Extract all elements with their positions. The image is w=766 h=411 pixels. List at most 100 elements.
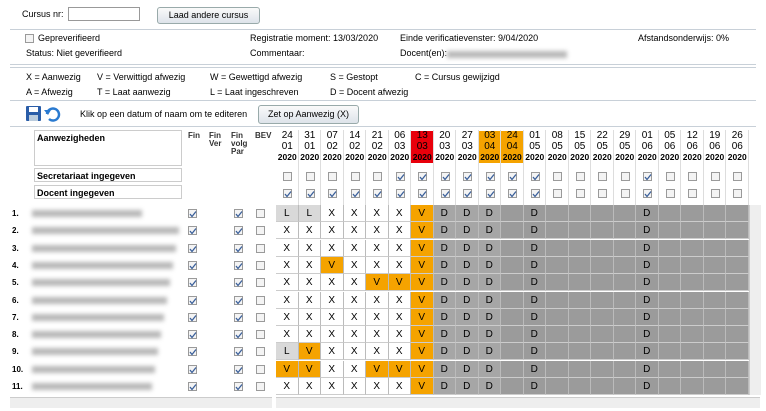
attendance-cell[interactable]: X	[321, 239, 344, 257]
attendance-cell[interactable]	[568, 308, 591, 326]
attendance-cell[interactable]: X	[276, 239, 299, 257]
checkbox[interactable]	[710, 172, 720, 181]
attendance-cell[interactable]: D	[433, 256, 456, 274]
date-header[interactable]: 01	[641, 130, 653, 141]
attendance-cell[interactable]	[658, 291, 681, 309]
checkbox[interactable]	[188, 278, 197, 288]
date-header[interactable]: 01	[304, 141, 316, 152]
attendance-cell[interactable]: D	[636, 291, 659, 309]
attendance-cell[interactable]: V	[411, 239, 434, 257]
attendance-cell[interactable]: X	[276, 291, 299, 309]
attendance-cell[interactable]: X	[366, 291, 389, 309]
attendance-cell[interactable]	[613, 360, 636, 378]
date-header[interactable]: 03	[439, 141, 451, 152]
date-header[interactable]: 03	[411, 141, 434, 152]
attendance-cell[interactable]	[613, 222, 636, 240]
attendance-cell[interactable]	[546, 308, 569, 326]
attendance-cell[interactable]	[613, 274, 636, 292]
checkbox[interactable]	[350, 189, 360, 198]
attendance-cell[interactable]: D	[523, 291, 546, 309]
checkbox[interactable]	[256, 364, 265, 374]
checkbox[interactable]	[440, 172, 450, 181]
checkbox[interactable]	[305, 189, 315, 198]
attendance-cell[interactable]	[568, 360, 591, 378]
checkbox[interactable]	[256, 295, 265, 305]
attendance-cell[interactable]	[681, 308, 704, 326]
attendance-cell[interactable]: D	[636, 239, 659, 257]
attendance-cell[interactable]: X	[343, 360, 366, 378]
attendance-cell[interactable]: X	[366, 256, 389, 274]
attendance-cell[interactable]: X	[343, 274, 366, 292]
attendance-cell[interactable]: D	[433, 326, 456, 344]
attendance-cell[interactable]	[591, 291, 614, 309]
attendance-cell[interactable]: D	[523, 239, 546, 257]
attendance-cell[interactable]: D	[478, 378, 501, 395]
date-header[interactable]: 24	[501, 130, 524, 141]
attendance-cell[interactable]: V	[411, 360, 434, 378]
attendance-cell[interactable]: X	[388, 326, 411, 344]
date-header[interactable]: 05	[619, 141, 631, 152]
date-header[interactable]: 06	[731, 141, 743, 152]
checkbox[interactable]	[733, 189, 742, 198]
attendance-cell[interactable]	[546, 291, 569, 309]
date-header[interactable]: 15	[574, 130, 586, 141]
checkbox[interactable]	[395, 172, 405, 181]
date-header[interactable]: 03	[461, 141, 473, 152]
date-header[interactable]: 05	[574, 141, 586, 152]
attendance-cell[interactable]: D	[456, 239, 479, 257]
date-header[interactable]: 26	[731, 130, 743, 141]
attendance-cell[interactable]: X	[343, 308, 366, 326]
attendance-cell[interactable]	[501, 274, 524, 292]
attendance-cell[interactable]: X	[388, 308, 411, 326]
attendance-cell[interactable]: V	[411, 274, 434, 292]
attendance-cell[interactable]: X	[276, 378, 299, 395]
text-input[interactable]	[68, 7, 140, 21]
attendance-cell[interactable]: L	[276, 343, 299, 361]
date-header[interactable]: 05	[529, 141, 541, 152]
attendance-cell[interactable]	[501, 239, 524, 257]
attendance-cell[interactable]: V	[388, 360, 411, 378]
attendance-cell[interactable]: X	[276, 308, 299, 326]
checkbox[interactable]	[373, 172, 382, 181]
attendance-cell[interactable]	[591, 308, 614, 326]
attendance-cell[interactable]: X	[298, 378, 321, 395]
date-header[interactable]: 2020	[705, 152, 725, 162]
date-header[interactable]: 03	[478, 130, 501, 141]
checkbox[interactable]	[575, 172, 585, 181]
checkbox[interactable]	[665, 189, 675, 198]
attendance-cell[interactable]	[658, 205, 681, 222]
attendance-cell[interactable]: X	[343, 205, 366, 222]
attendance-cell[interactable]	[568, 343, 591, 361]
attendance-cell[interactable]	[501, 205, 524, 222]
attendance-cell[interactable]	[703, 308, 726, 326]
checkbox[interactable]	[234, 260, 243, 270]
attendance-cell[interactable]	[658, 256, 681, 274]
date-header[interactable]: 01	[281, 141, 293, 152]
checkbox[interactable]	[188, 364, 197, 374]
checkbox[interactable]	[710, 189, 720, 198]
attendance-cell[interactable]	[681, 378, 704, 395]
attendance-cell[interactable]: D	[478, 256, 501, 274]
attendance-cell[interactable]: X	[321, 360, 344, 378]
attendance-cell[interactable]: X	[321, 205, 344, 222]
attendance-cell[interactable]: D	[433, 239, 456, 257]
attendance-cell[interactable]	[546, 378, 569, 395]
attendance-cell[interactable]: X	[321, 343, 344, 361]
attendance-cell[interactable]	[546, 326, 569, 344]
checkbox[interactable]	[283, 189, 292, 198]
attendance-cell[interactable]: D	[523, 326, 546, 344]
attendance-cell[interactable]: L	[276, 205, 299, 222]
attendance-cell[interactable]: D	[433, 222, 456, 240]
attendance-cell[interactable]	[568, 239, 591, 257]
date-header[interactable]: 2020	[390, 152, 410, 162]
checkbox[interactable]	[530, 172, 540, 181]
date-header[interactable]: 2020	[501, 152, 524, 163]
date-header[interactable]: 02	[371, 141, 383, 152]
scrollbar[interactable]	[276, 397, 760, 408]
checkbox[interactable]	[508, 189, 517, 198]
attendance-cell[interactable]: D	[433, 291, 456, 309]
checkbox[interactable]	[234, 364, 243, 374]
attendance-cell[interactable]: D	[456, 274, 479, 292]
attendance-cell[interactable]: X	[276, 256, 299, 274]
checkbox[interactable]	[485, 189, 495, 198]
